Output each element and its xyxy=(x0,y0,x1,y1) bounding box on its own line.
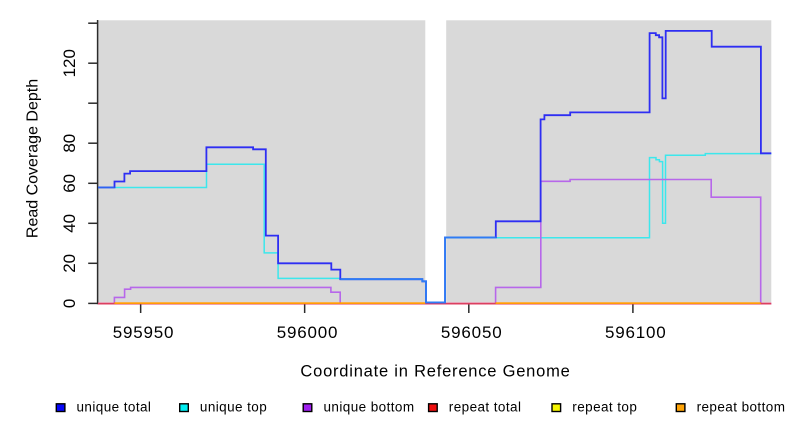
svg-text:80: 80 xyxy=(60,134,79,153)
svg-text:60: 60 xyxy=(60,174,79,193)
svg-text:595950: 595950 xyxy=(113,323,175,342)
svg-text:Coordinate in Reference Genome: Coordinate in Reference Genome xyxy=(300,363,570,381)
svg-text:repeat bottom: repeat bottom xyxy=(697,399,786,414)
svg-text:unique top: unique top xyxy=(200,399,267,414)
svg-text:40: 40 xyxy=(60,214,79,233)
svg-text:0: 0 xyxy=(60,299,79,308)
svg-text:repeat total: repeat total xyxy=(449,399,522,414)
svg-text:596100: 596100 xyxy=(605,323,667,342)
svg-text:20: 20 xyxy=(60,254,79,273)
svg-text:120: 120 xyxy=(60,49,79,77)
svg-text:repeat top: repeat top xyxy=(572,399,637,414)
svg-text:unique total: unique total xyxy=(77,399,152,414)
svg-text:596000: 596000 xyxy=(277,323,339,342)
svg-text:Read Coverage Depth: Read Coverage Depth xyxy=(24,79,41,238)
svg-text:596050: 596050 xyxy=(441,323,503,342)
svg-text:unique bottom: unique bottom xyxy=(324,399,415,414)
